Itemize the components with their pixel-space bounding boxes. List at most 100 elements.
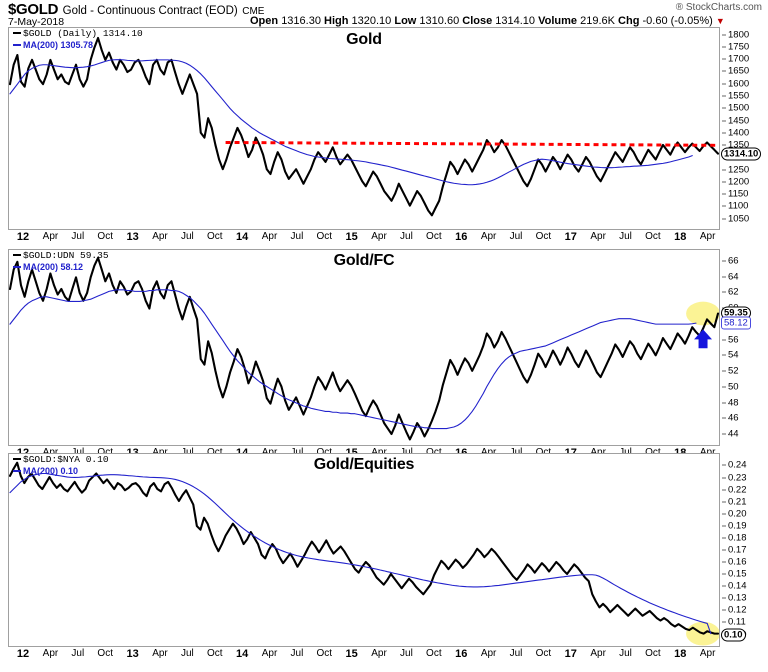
low-label: Low: [394, 15, 417, 27]
x-axis-tick: 17: [564, 231, 577, 243]
x-axis-tick: Apr: [152, 648, 168, 659]
y-axis-tick: 0.15: [722, 569, 747, 580]
open-label: Open: [250, 15, 279, 27]
x-axis-tick: 16: [455, 648, 468, 660]
legend-row-price: $GOLD (Daily) 1314.10: [13, 28, 143, 40]
chart-title-gold-fc: Gold/FC: [333, 252, 395, 269]
series-line-price: [9, 36, 719, 217]
chg-value: -0.60 (-0.05%): [642, 15, 713, 27]
series-line-ma200: [9, 289, 697, 430]
y-axis-tick: 46: [722, 413, 739, 424]
legend-ma-name: MA(200): [23, 465, 59, 476]
y-axis-tick: 52: [722, 366, 739, 377]
y-axis-tick: 1750: [722, 41, 749, 52]
x-axis-tick: Apr: [480, 231, 497, 242]
legend-ma-value: 0.10: [60, 465, 79, 476]
y-axis-tick: 0.18: [722, 532, 747, 543]
x-axis-tick: 12: [16, 231, 30, 243]
volume-label: Volume: [538, 15, 578, 27]
x-axis-tick: Apr: [481, 447, 497, 458]
chart-title-gold: Gold: [346, 31, 382, 48]
y-axis-tick: 1700: [722, 54, 749, 65]
x-axis-tick: Apr: [371, 648, 387, 659]
chart-panel-gold[interactable]: Gold $GOLD (Daily) 1314.10 MA(200) 1305.…: [8, 27, 720, 230]
x-axis-tick: Oct: [316, 648, 333, 659]
x-axis-tick: Jul: [180, 648, 194, 659]
quote-date: 7-May-2018: [8, 16, 65, 28]
y-axis-tick: 0.19: [722, 520, 747, 531]
series-line-price: [9, 256, 719, 441]
x-axis-tick: Jul: [71, 648, 85, 659]
y-axis-tick: 1550: [722, 91, 749, 102]
x-axis-tick: Oct: [426, 231, 442, 242]
x-axis-tick: Jul: [400, 648, 413, 659]
legend-ma-value: 58.12: [60, 261, 84, 272]
x-axis-tick: Apr: [590, 447, 606, 458]
x-axis-tick: Jul: [181, 447, 194, 458]
price-tag: 0.10: [721, 628, 746, 642]
y-axis-tick: 56: [722, 334, 739, 345]
legend-ma-value: 1305.78: [60, 39, 94, 50]
high-value: 1320.10: [351, 15, 392, 27]
y-axis-tick: 1200: [722, 176, 749, 187]
x-axis-tick: 12: [16, 648, 30, 660]
x-axis-tick: Oct: [97, 447, 113, 458]
y-axis-tick: 1100: [722, 201, 748, 212]
x-axis-tick: Apr: [699, 648, 716, 659]
chart-panel-gold-fc[interactable]: Gold/FC $GOLD:UDN 59.35 MA(200) 58.12: [8, 249, 720, 446]
x-axis-tick: 18: [674, 648, 687, 660]
legend-series-value: 1314.10: [102, 28, 143, 39]
legend-swatch-icon: [13, 458, 21, 460]
x-axis-tick: Oct: [317, 447, 333, 458]
chg-down-caret-icon: ▼: [715, 16, 725, 26]
x-axis-tick: Apr: [262, 447, 278, 458]
legend-row-ma: MA(200) 0.10: [13, 466, 109, 477]
y-axis-tick: 54: [722, 350, 739, 361]
resistance-trendline: [225, 140, 719, 147]
x-axis-tick: Jul: [509, 648, 523, 659]
x-axis-tick: Apr: [42, 648, 59, 659]
x-axis-tick: Apr: [43, 447, 59, 458]
legend-series-value: 0.10: [85, 454, 109, 465]
plot-area-gold: [9, 28, 719, 229]
series-line-price: [9, 461, 719, 635]
legend-swatch-icon: [13, 32, 21, 34]
y-axis-tick: 0.20: [722, 508, 747, 519]
y-axis-tick: 48: [722, 397, 739, 408]
quote-bar: Open 1316.30 High 1320.10 Low 1310.60 Cl…: [250, 15, 725, 27]
open-value: 1316.30: [281, 15, 321, 27]
x-axis-tick: Oct: [645, 447, 661, 458]
close-label: Close: [462, 15, 493, 27]
symbol-ticker[interactable]: $GOLD: [8, 1, 59, 18]
x-axis-tick: Apr: [152, 231, 168, 242]
x-axis-tick: Oct: [316, 231, 333, 242]
chart-panel-gold-equities[interactable]: Gold/Equities $GOLD:$NYA 0.10 MA(200) 0.…: [8, 453, 720, 647]
x-axis-tick: Apr: [261, 231, 278, 242]
x-axis-tick: Jul: [290, 231, 304, 242]
y-axis-tick: 0.11: [722, 617, 746, 628]
x-axis-gold: 12 Apr Jul Oct 13 Apr Jul Oct 14 Apr Jul Oct 15 Apr Ju…: [8, 231, 720, 246]
chart-header: $GOLD Gold - Continuous Contract (EOD) C…: [0, 0, 768, 28]
x-axis-tick: Oct: [645, 648, 661, 659]
x-axis-tick: Jul: [619, 648, 632, 659]
legend-series-name: $GOLD:UDN: [23, 250, 75, 261]
x-axis-tick: Oct: [536, 447, 552, 458]
x-axis-tick: Oct: [645, 231, 661, 242]
legend-ma-name: MA(200): [23, 39, 59, 50]
price-tag: 58.12: [721, 316, 751, 330]
series-line-ma200: [9, 59, 693, 186]
close-value: 1314.10: [495, 15, 536, 27]
legend-series-name: $GOLD (Daily): [23, 28, 98, 39]
x-axis-tick: Jul: [509, 231, 523, 242]
x-axis-tick: Apr: [480, 648, 497, 659]
y-axis-tick: 1600: [722, 78, 749, 89]
y-axis-tick: 1500: [722, 103, 749, 114]
symbol-line: $GOLD Gold - Continuous Contract (EOD) C…: [8, 1, 264, 19]
x-axis-gold-equities: 12 Apr Jul Oct 13 Apr Jul Oct 14 Apr Jul Oct 15 Apr Ju…: [8, 648, 720, 663]
x-axis-tick: Oct: [97, 648, 113, 659]
x-axis-tick: Oct: [97, 231, 113, 242]
series-line-ma200: [9, 472, 712, 635]
x-axis-tick: Apr: [42, 231, 59, 242]
up-arrow-icon: [694, 329, 713, 349]
